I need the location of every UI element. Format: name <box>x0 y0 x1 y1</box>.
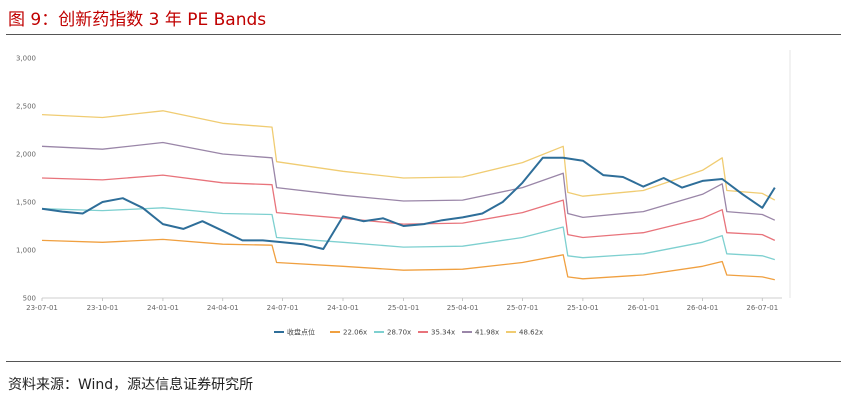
legend-label: 35.34x <box>431 329 455 337</box>
y-tick-label: 2,500 <box>16 103 36 111</box>
x-tick-label: 25-01-01 <box>388 304 420 312</box>
legend-label: 41.98x <box>475 329 499 337</box>
series-line-2 <box>41 207 775 261</box>
y-tick-label: 2,000 <box>16 151 36 159</box>
legend-label: 28.70x <box>387 329 411 337</box>
series-line-1 <box>41 238 775 281</box>
pe-bands-chart: 500 1,000 1,500 2,000 2,500 3,000 23-07-01 23-1… <box>16 50 791 337</box>
y-tick-label: 500 <box>23 295 36 303</box>
chart-legend: 收盘点位 22.06x 28.70x 35.34x 41.98x 48.62x <box>274 328 543 337</box>
legend-label: 48.62x <box>519 329 543 337</box>
x-tick-label: 26-07-01 <box>746 304 778 312</box>
x-tick-label: 25-07-01 <box>507 304 539 312</box>
x-tick-label: 25-04-01 <box>447 304 479 312</box>
title-divider <box>6 34 841 35</box>
series-line-3 <box>41 174 776 241</box>
x-tick-label: 26-01-01 <box>627 304 659 312</box>
x-tick-label: 24-01-01 <box>147 304 179 312</box>
y-tick-label: 1,000 <box>16 247 36 255</box>
x-tick-label: 26-04-01 <box>687 304 719 312</box>
y-tick-label: 1,500 <box>16 199 36 207</box>
x-tick-label: 24-10-01 <box>327 304 359 312</box>
legend-label: 收盘点位 <box>287 328 315 337</box>
series-line-4 <box>41 141 776 221</box>
x-tick-label: 24-07-01 <box>267 304 299 312</box>
series-line-5 <box>41 110 776 201</box>
footer-divider <box>6 361 841 362</box>
figure-title: 图 9：创新药指数 3 年 PE Bands <box>8 10 267 30</box>
y-tick-label: 3,000 <box>16 55 36 63</box>
x-tick-label: 24-04-01 <box>207 304 239 312</box>
legend-label: 22.06x <box>343 329 367 337</box>
chart-series-lines <box>41 110 776 281</box>
x-tick-label: 23-10-01 <box>87 304 119 312</box>
x-tick-label: 23-07-01 <box>26 304 58 312</box>
source-note: 资料来源：Wind，源达信息证券研究所 <box>8 377 254 393</box>
series-line-0 <box>41 156 776 250</box>
chart-axes: 500 1,000 1,500 2,000 2,500 3,000 23-07-01 23-1… <box>16 50 791 312</box>
x-tick-label: 25-10-01 <box>567 304 599 312</box>
